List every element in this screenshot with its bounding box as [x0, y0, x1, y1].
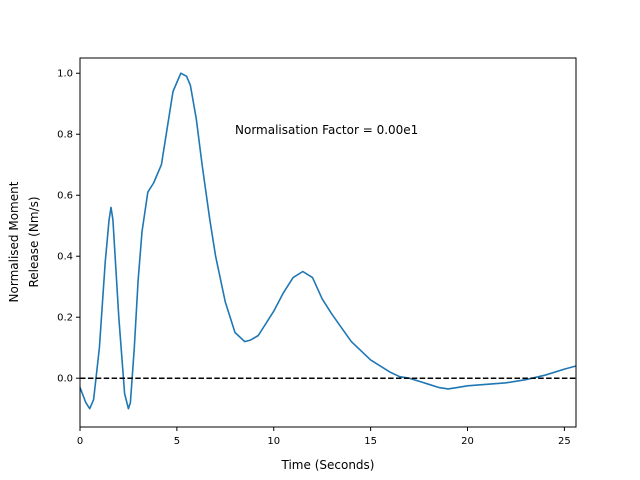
axes-frame — [79, 57, 577, 428]
x-tick-label: 20 — [461, 436, 474, 447]
y-tick-label: 0.6 — [57, 191, 73, 202]
y-axis-label-line-2: Release (Nm/s) — [27, 196, 41, 287]
x-tick-label: 5 — [174, 436, 180, 447]
x-tick-label: 10 — [267, 436, 280, 447]
moment-release-series-line — [79, 72, 577, 410]
x-axis-label: Time (Seconds) — [281, 458, 375, 472]
y-tick-label: 0.0 — [57, 374, 73, 385]
y-tick-label: 1.0 — [57, 69, 73, 80]
x-tick-label: 15 — [364, 436, 377, 447]
y-axis-label-line-1: Normalised Moment — [7, 181, 21, 302]
plot-area — [79, 72, 577, 410]
y-tick-label: 0.8 — [57, 130, 73, 141]
ticks: 0 5 10 15 20 25 0.0 0.2 0.4 0.6 0.8 1.0 — [57, 69, 571, 447]
normalisation-annotation: Normalisation Factor = 0.00e1 — [235, 123, 418, 137]
y-tick-label: 0.2 — [57, 313, 73, 324]
y-tick-label: 0.4 — [57, 252, 73, 263]
x-tick-label: 25 — [558, 436, 571, 447]
x-tick-label: 0 — [77, 436, 83, 447]
